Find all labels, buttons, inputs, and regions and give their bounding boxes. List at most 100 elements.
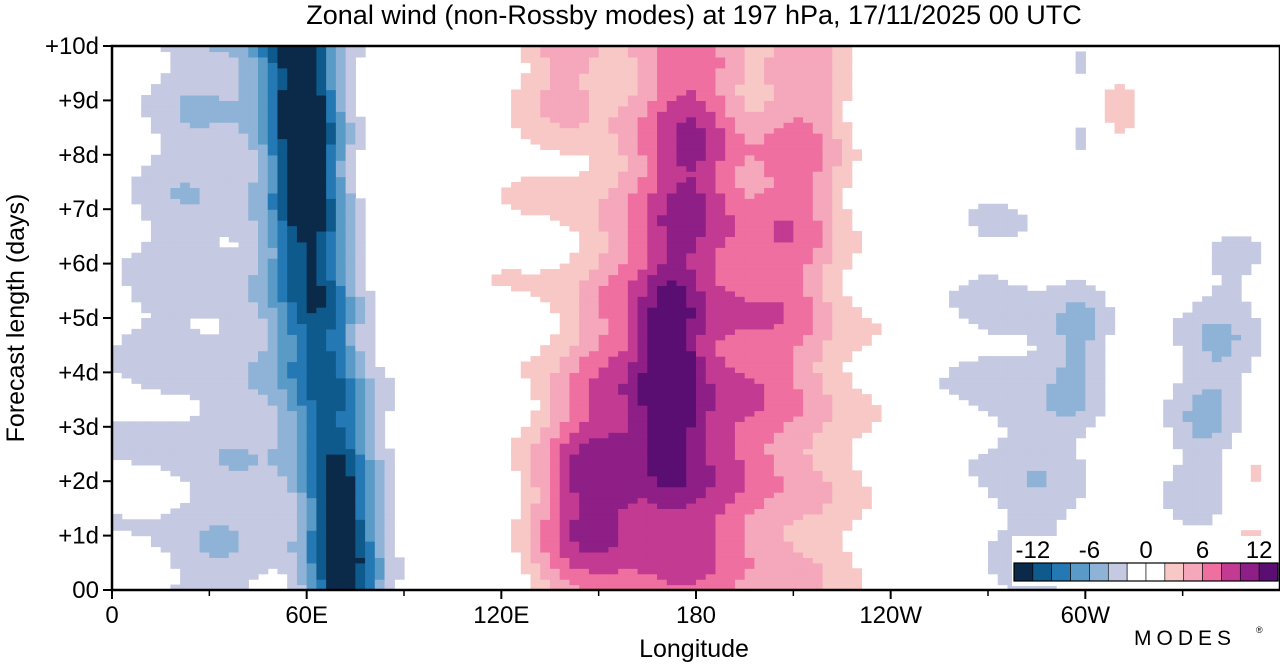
field-cell <box>559 176 571 183</box>
field-cell <box>199 372 210 379</box>
field-cell <box>150 519 162 526</box>
field-cell <box>296 225 308 232</box>
field-cell <box>365 356 376 363</box>
field-cell <box>296 203 308 210</box>
field-cell <box>248 524 259 531</box>
field-cell <box>248 334 259 341</box>
field-cell <box>384 481 395 488</box>
field-cell <box>657 171 668 178</box>
field-cell <box>180 160 191 167</box>
field-cell <box>306 241 317 248</box>
field-cell <box>238 51 249 58</box>
field-cell <box>637 84 648 91</box>
field-cell <box>588 377 600 384</box>
field-cell <box>559 524 571 531</box>
field-cell <box>676 143 687 150</box>
field-cell <box>238 356 249 363</box>
field-cell <box>248 105 259 112</box>
field-cell <box>530 111 541 118</box>
field-cell <box>734 138 746 145</box>
field-cell <box>764 405 775 412</box>
field-cell <box>248 274 259 281</box>
field-cell <box>131 454 142 461</box>
field-cell <box>773 160 785 167</box>
field-cell <box>287 421 298 428</box>
field-cell <box>637 519 648 526</box>
field-cell <box>705 171 717 178</box>
field-cell <box>189 214 201 221</box>
field-cell <box>550 307 561 314</box>
field-cell <box>598 285 609 292</box>
field-cell <box>287 105 298 112</box>
field-cell <box>326 448 337 455</box>
field-cell <box>696 252 707 259</box>
field-cell <box>734 209 746 216</box>
field-cell <box>705 388 717 395</box>
field-cell <box>355 366 366 373</box>
field-cell <box>588 214 600 221</box>
field-cell <box>141 187 152 194</box>
field-cell <box>326 541 337 548</box>
field-cell <box>180 426 191 433</box>
field-cell <box>773 383 785 390</box>
field-cell <box>326 133 337 140</box>
field-cell <box>627 502 639 509</box>
field-cell <box>705 366 717 373</box>
field-cell <box>335 285 347 292</box>
field-cell <box>715 410 726 417</box>
field-cell <box>725 464 736 471</box>
field-cell <box>647 187 658 194</box>
field-cell <box>306 405 317 412</box>
field-cell <box>559 377 571 384</box>
field-cell <box>550 459 561 466</box>
field-cell <box>647 62 658 69</box>
field-cell <box>773 557 785 564</box>
field-cell <box>540 290 551 297</box>
field-cell <box>296 171 308 178</box>
field-cell <box>705 122 717 129</box>
field-cell <box>326 366 337 373</box>
field-cell <box>277 443 288 450</box>
field-cell <box>219 399 230 406</box>
field-cell <box>705 502 717 509</box>
field-cell <box>550 143 561 150</box>
field-cell <box>258 182 269 189</box>
field-cell <box>550 269 561 276</box>
field-cell <box>588 198 600 205</box>
field-cell <box>501 279 512 286</box>
field-cell <box>520 426 532 433</box>
field-cell <box>744 432 755 439</box>
field-cell <box>530 274 541 281</box>
field-cell <box>209 285 220 292</box>
field-cell <box>627 323 639 330</box>
field-cell <box>258 133 269 140</box>
field-cell <box>588 138 600 145</box>
field-cell <box>618 143 629 150</box>
field-cell <box>141 252 152 259</box>
field-cell <box>306 356 317 363</box>
field-cell <box>316 138 327 145</box>
field-cell <box>160 127 171 134</box>
field-cell <box>657 443 668 450</box>
field-cell <box>228 399 240 406</box>
field-cell <box>160 285 171 292</box>
field-cell <box>686 187 697 194</box>
field-cell <box>764 562 775 569</box>
field-cell <box>355 350 366 357</box>
field-cell <box>228 562 240 569</box>
field-cell <box>696 89 707 96</box>
field-cell <box>180 502 191 509</box>
field-cell <box>715 361 726 368</box>
field-cell <box>754 89 765 96</box>
field-cell <box>773 263 785 270</box>
field-cell <box>666 443 678 450</box>
field-cell <box>559 486 571 493</box>
field-cell <box>306 394 317 401</box>
field-cell <box>618 209 629 216</box>
field-cell <box>734 318 746 325</box>
field-cell <box>569 486 580 493</box>
field-cell <box>686 388 697 395</box>
field-cell <box>141 165 152 172</box>
field-cell <box>209 551 220 558</box>
field-cell <box>277 198 288 205</box>
